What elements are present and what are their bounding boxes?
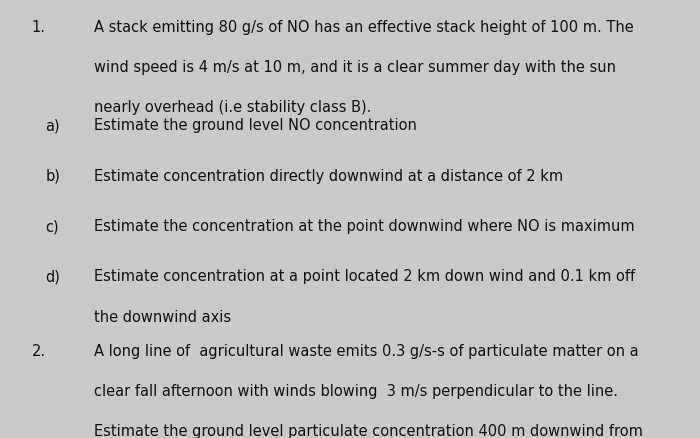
- Text: d): d): [46, 269, 60, 284]
- Text: the downwind axis: the downwind axis: [94, 310, 232, 325]
- Text: A stack emitting 80 g/s of NO has an effective stack height of 100 m. The: A stack emitting 80 g/s of NO has an eff…: [94, 20, 634, 35]
- Text: b): b): [46, 169, 60, 184]
- Text: 2.: 2.: [32, 344, 46, 359]
- Text: A long line of  agricultural waste emits 0.3 g/s-s of particulate matter on a: A long line of agricultural waste emits …: [94, 344, 639, 359]
- Text: clear fall afternoon with winds blowing  3 m/s perpendicular to the line.: clear fall afternoon with winds blowing …: [94, 384, 619, 399]
- Text: Estimate concentration at a point located 2 km down wind and 0.1 km off: Estimate concentration at a point locate…: [94, 269, 636, 284]
- Text: a): a): [46, 118, 60, 133]
- Text: Estimate the ground level NO concentration: Estimate the ground level NO concentrati…: [94, 118, 417, 133]
- Text: Estimate the ground level particulate concentration 400 m downwind from: Estimate the ground level particulate co…: [94, 424, 643, 438]
- Text: 1.: 1.: [32, 20, 46, 35]
- Text: c): c): [46, 219, 59, 234]
- Text: wind speed is 4 m/s at 10 m, and it is a clear summer day with the sun: wind speed is 4 m/s at 10 m, and it is a…: [94, 60, 617, 75]
- Text: nearly overhead (i.e stability class B).: nearly overhead (i.e stability class B).: [94, 100, 372, 115]
- Text: Estimate the concentration at the point downwind where NO is maximum: Estimate the concentration at the point …: [94, 219, 635, 234]
- Text: Estimate concentration directly downwind at a distance of 2 km: Estimate concentration directly downwind…: [94, 169, 564, 184]
